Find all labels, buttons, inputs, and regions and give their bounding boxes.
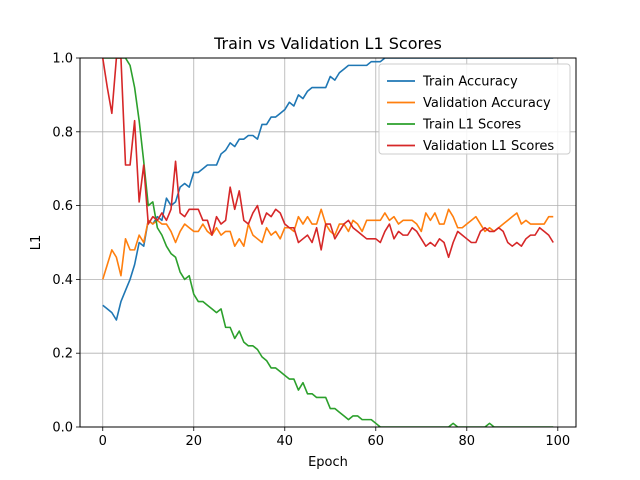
x-tick-label: 0 [99,434,107,449]
tick-layer: 0 20 40 60 80 100 0.0 0.2 0.4 0.6 0.8 1.0 [52,52,570,450]
y-tick-label: 0.2 [52,347,73,362]
y-tick-label: 0.4 [52,273,73,288]
y-tick-label: 0.8 [52,125,73,140]
legend-label: Validation L1 Scores [423,139,554,154]
legend: Train Accuracy Validation Accuracy Train L… [378,63,571,155]
legend-label: Validation Accuracy [423,96,551,111]
series-line-train-l1-scores [102,58,554,427]
y-tick-label: 0.6 [52,199,73,214]
plot-frame [79,57,577,428]
series-line-validation-l1-scores [101,58,554,259]
chart-title: Train vs Validation L1 Scores [213,34,442,53]
legend-label: Train L1 Scores [422,118,521,133]
legend-box [378,63,571,155]
x-tick-label: 20 [185,434,202,449]
x-tick-label: 100 [545,434,570,449]
series-line-validation-accuracy [101,208,554,280]
y-tick-label: 0.0 [52,421,73,436]
series-layer [101,58,554,427]
legend-label: Train Accuracy [422,75,518,90]
x-axis-label: Epoch [308,455,348,470]
x-tick-label: 40 [276,434,293,449]
x-tick-label: 60 [368,434,385,449]
y-axis-label: L1 [29,235,44,251]
x-tick-label: 80 [459,434,476,449]
y-tick-label: 1.0 [52,52,73,67]
